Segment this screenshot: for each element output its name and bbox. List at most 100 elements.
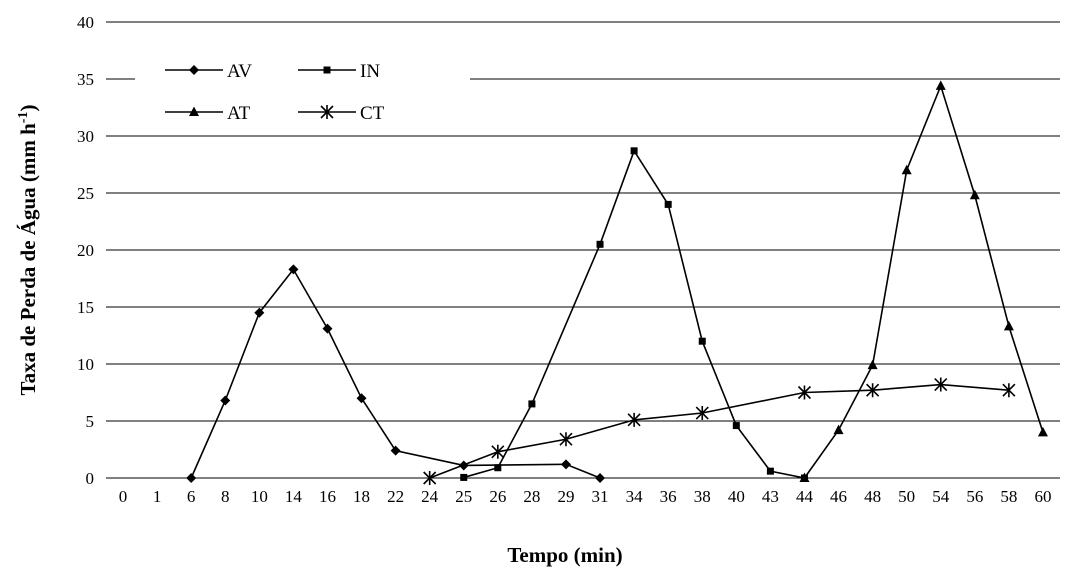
- x-tick-label: 50: [898, 487, 915, 506]
- y-tick-label: 15: [77, 298, 94, 317]
- data-point: [901, 164, 912, 175]
- x-tick-label: 48: [864, 487, 881, 506]
- y-axis-title-main: Taxa de Perda de Água (mm h: [16, 123, 40, 396]
- series-ct: [423, 377, 1016, 485]
- x-tick-label: 40: [728, 487, 745, 506]
- y-tick-label: 10: [77, 355, 94, 374]
- data-point: [766, 467, 774, 475]
- y-axis-title-superscript: -1: [16, 112, 31, 124]
- data-point: [528, 400, 536, 408]
- data-point: [423, 471, 437, 485]
- data-point: [220, 395, 231, 406]
- data-point: [797, 385, 812, 400]
- x-tick-label: 38: [694, 487, 711, 506]
- series-group: [186, 80, 1048, 485]
- series-line: [803, 83, 1044, 479]
- data-point: [833, 424, 844, 435]
- data-point: [186, 473, 197, 483]
- data-point: [934, 377, 948, 392]
- data-point: [969, 189, 980, 200]
- x-tick-label: 16: [319, 487, 336, 506]
- data-point: [695, 406, 709, 421]
- data-point: [560, 459, 571, 470]
- x-tick-label: 31: [592, 487, 609, 506]
- data-point: [1002, 383, 1016, 398]
- x-tick-label: 22: [387, 487, 404, 506]
- data-point: [460, 473, 468, 481]
- data-point: [288, 264, 299, 275]
- x-tick-label: 8: [221, 487, 230, 506]
- x-tick-label: 43: [762, 487, 779, 506]
- y-tick-label: 0: [86, 469, 95, 488]
- data-point: [596, 240, 604, 248]
- x-tick-label: 54: [932, 487, 950, 506]
- legend-label: CT: [360, 103, 385, 124]
- y-axis-ticks: 0 5 10 15 20 25 30 35 40: [77, 13, 94, 488]
- x-tick-label: 56: [966, 487, 983, 506]
- data-point: [1037, 426, 1048, 437]
- x-tick-label: 0: [119, 487, 128, 506]
- data-point: [664, 200, 672, 208]
- x-tick-label: 36: [660, 487, 677, 506]
- legend-label: AV: [227, 61, 252, 82]
- data-point: [254, 307, 265, 318]
- data-point: [866, 383, 880, 398]
- x-tick-label: 29: [557, 487, 574, 506]
- data-point: [867, 359, 878, 370]
- x-tick-label: 14: [285, 487, 303, 506]
- x-tick-label: 18: [353, 487, 370, 506]
- legend-label: IN: [360, 61, 380, 82]
- legend-marker: [189, 65, 199, 75]
- x-tick-label: 10: [251, 487, 268, 506]
- x-tick-label: 44: [796, 487, 814, 506]
- data-point: [491, 444, 505, 459]
- y-tick-label: 25: [77, 184, 94, 203]
- data-point: [390, 445, 401, 456]
- data-point: [732, 422, 740, 430]
- data-point: [630, 147, 638, 155]
- x-tick-label: 58: [1000, 487, 1017, 506]
- data-point: [698, 337, 706, 345]
- x-tick-label: 1: [153, 487, 162, 506]
- gridlines: [106, 21, 1060, 479]
- legend-item-ct: CT: [298, 103, 385, 124]
- y-tick-label: 20: [77, 241, 94, 260]
- y-axis-title-close: ): [16, 105, 40, 112]
- legend-marker: [189, 106, 199, 116]
- data-point: [627, 412, 641, 427]
- data-point: [559, 432, 573, 447]
- y-tick-label: 5: [86, 412, 95, 431]
- series-in: [460, 147, 808, 482]
- legend-marker: [320, 105, 334, 119]
- data-point: [356, 393, 367, 404]
- x-tick-label: 26: [489, 487, 506, 506]
- series-at: [799, 80, 1048, 482]
- legend-item-at: AT: [165, 103, 251, 124]
- series-av: [186, 264, 606, 483]
- y-axis-title: Taxa de Perda de Água (mm h-1): [16, 105, 40, 396]
- data-point: [935, 80, 946, 90]
- data-point: [1003, 320, 1014, 331]
- data-point: [322, 323, 333, 334]
- legend-item-av: AV: [165, 61, 252, 82]
- data-point: [595, 473, 606, 483]
- y-tick-label: 35: [77, 70, 94, 89]
- x-tick-label: 46: [830, 487, 847, 506]
- data-point: [494, 464, 502, 472]
- x-axis-ticks: 0 1 6 8 10 14 16 18 22 24 25 26 28 29 31 34 36 38 40 43 44 46…: [119, 487, 1052, 506]
- x-tick-label: 34: [626, 487, 644, 506]
- y-tick-label: 30: [77, 127, 94, 146]
- x-tick-label: 60: [1034, 487, 1051, 506]
- series-line: [190, 267, 601, 479]
- y-tick-label: 40: [77, 13, 94, 32]
- x-tick-label: 25: [455, 487, 472, 506]
- legend-label: AT: [227, 103, 251, 124]
- x-tick-label: 24: [421, 487, 439, 506]
- legend-item-in: IN: [298, 61, 380, 82]
- legend-marker: [323, 66, 331, 74]
- series-line: [463, 149, 805, 479]
- x-tick-label: 28: [523, 487, 540, 506]
- legend-background: [135, 38, 470, 134]
- legend: AV IN AT CT: [135, 38, 470, 134]
